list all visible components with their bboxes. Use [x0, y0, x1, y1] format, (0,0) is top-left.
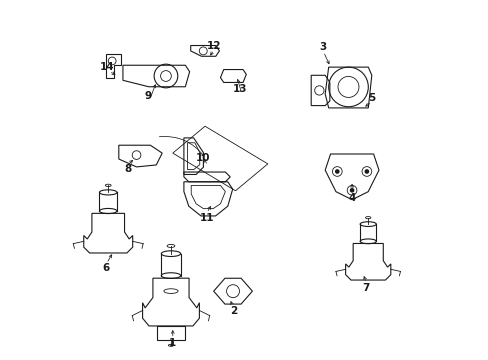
- Text: 4: 4: [347, 193, 355, 203]
- Text: 7: 7: [362, 283, 369, 293]
- Text: 8: 8: [124, 164, 131, 174]
- Text: 9: 9: [144, 91, 151, 101]
- Text: 2: 2: [230, 306, 237, 316]
- Text: 11: 11: [199, 213, 214, 222]
- Text: 1: 1: [169, 338, 176, 348]
- Text: 10: 10: [196, 153, 210, 163]
- Circle shape: [350, 189, 353, 192]
- Circle shape: [335, 170, 338, 173]
- Text: 6: 6: [102, 263, 110, 273]
- Text: 13: 13: [232, 84, 247, 94]
- Circle shape: [365, 170, 368, 173]
- Text: 12: 12: [206, 41, 221, 50]
- Text: 3: 3: [319, 42, 326, 52]
- Text: 14: 14: [100, 62, 115, 72]
- Text: 5: 5: [367, 93, 375, 103]
